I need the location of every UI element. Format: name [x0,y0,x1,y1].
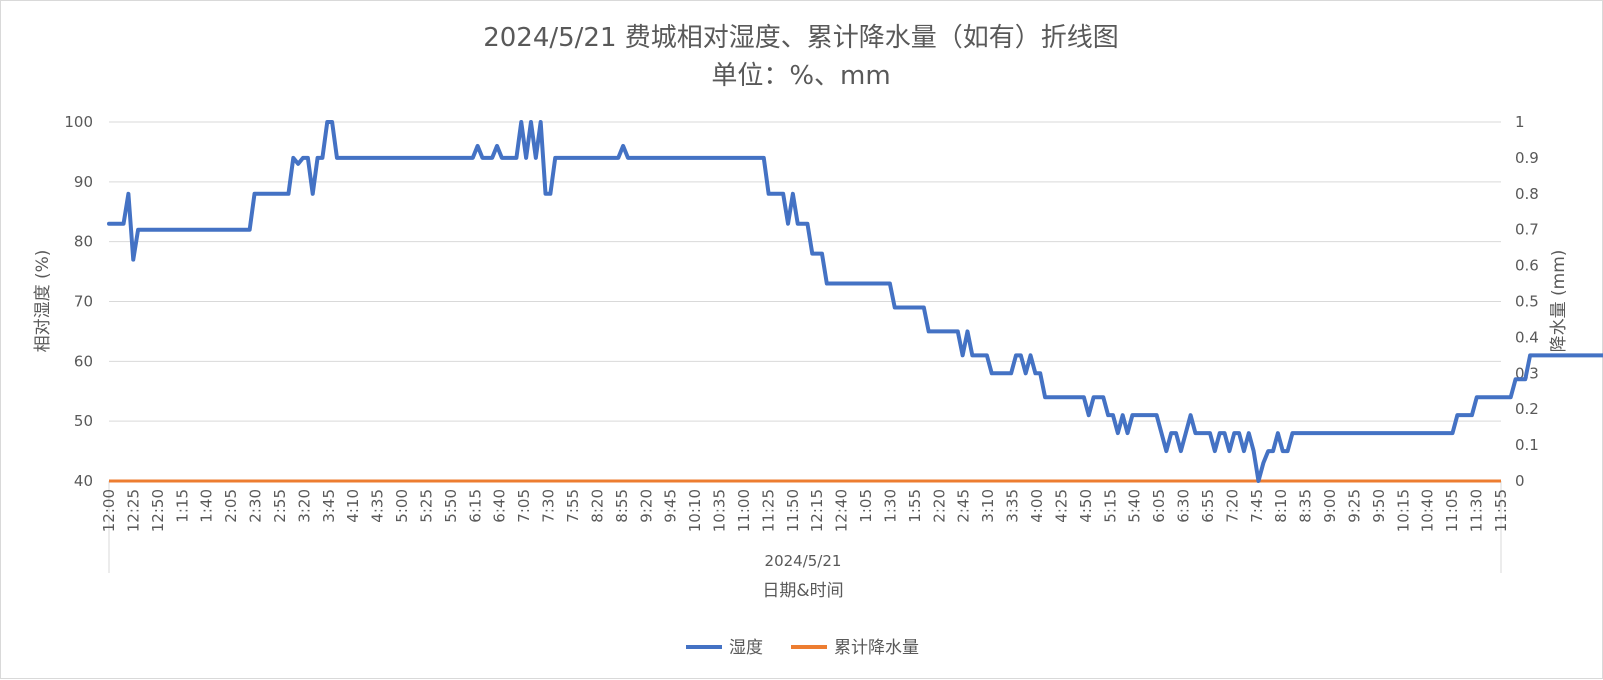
x-tick-label: 12:40 [833,489,851,532]
x-tick-label: 11:55 [1492,489,1510,532]
x-tick-label: 11:25 [759,489,777,532]
y-tick-label: 80 [74,233,93,251]
x-tick-label: 4:00 [1028,489,1046,523]
y-axis-title: 相对湿度 (%) [33,250,53,353]
y2-tick-label: 0.6 [1515,257,1539,275]
x-tick-label: 2:05 [222,489,240,523]
x-tick-label: 4:50 [1077,489,1095,523]
x-tick-label: 6:40 [491,489,509,523]
x-tick-label: 9:20 [637,489,655,523]
x-tick-label: 3:45 [320,489,338,523]
x-tick-label: 8:10 [1272,489,1290,523]
y2-tick-label: 0.5 [1515,293,1539,311]
x-tick-label: 5:15 [1101,489,1119,523]
x-tick-label: 1:55 [906,489,924,523]
legend-label-humidity: 湿度 [729,638,763,658]
legend-label-precipitation: 累计降水量 [834,638,919,658]
x-tick-label: 6:55 [1199,489,1217,523]
x-tick-label: 2:45 [955,489,973,523]
x-tick-label: 11:00 [735,489,753,532]
x-tick-label: 1:05 [857,489,875,523]
x-tick-label: 12:25 [124,489,142,532]
y-axis-right: 00.10.20.30.40.50.60.70.80.91 [1515,113,1539,490]
x-axis-group-label: 2024/5/21 [765,552,842,570]
x-tick-label: 8:55 [613,489,631,523]
y2-tick-label: 0.2 [1515,400,1539,418]
y2-tick-label: 0.7 [1515,221,1539,239]
x-tick-label: 9:00 [1321,489,1339,523]
x-tick-label: 2:20 [930,489,948,523]
x-tick-label: 3:20 [295,489,313,523]
y-tick-label: 100 [64,113,93,131]
x-tick-label: 7:55 [564,489,582,523]
x-tick-label: 2:30 [247,489,265,523]
y2-tick-label: 0.8 [1515,185,1539,203]
x-tick-label: 8:20 [588,489,606,523]
x-tick-label: 7:45 [1248,489,1266,523]
gridlines [109,122,1501,573]
x-tick-label: 3:10 [979,489,997,523]
x-tick-label: 1:30 [881,489,899,523]
x-tick-label: 9:50 [1370,489,1388,523]
y-tick-label: 70 [74,293,93,311]
x-tick-label: 11:50 [784,489,802,532]
x-tick-label: 6:30 [1175,489,1193,523]
x-tick-label: 5:00 [393,489,411,523]
x-tick-label: 8:35 [1297,489,1315,523]
y-tick-label: 60 [74,352,93,370]
x-tick-label: 12:15 [808,489,826,532]
x-axis-title: 日期&时间 [762,581,843,601]
y2-tick-label: 1 [1515,113,1525,131]
legend: 湿度 累计降水量 [686,638,919,658]
x-tick-label: 4:10 [344,489,362,523]
y-tick-label: 40 [74,472,93,490]
x-tick-label: 2:55 [271,489,289,523]
x-tick-label: 7:30 [540,489,558,523]
x-tick-label: 5:40 [1126,489,1144,523]
x-tick-label: 10:35 [711,489,729,532]
chart-title: 2024/5/21 费城相对湿度、累计降水量（如有）折线图 [483,23,1119,53]
x-tick-label: 6:05 [1150,489,1168,523]
x-tick-label: 4:25 [1052,489,1070,523]
y-axis-left: 40 50 60 70 80 90 100 [64,113,93,490]
x-tick-label: 3:35 [1004,489,1022,523]
chart-subtitle: 单位：%、mm [711,61,890,91]
x-tick-label: 1:15 [173,489,191,523]
x-tick-label: 12:00 [100,489,118,532]
x-tick-label: 7:20 [1223,489,1241,523]
x-tick-label: 5:25 [417,489,435,523]
x-tick-label: 10:15 [1394,489,1412,532]
y-tick-label: 90 [74,173,93,191]
y2-tick-label: 0 [1515,472,1525,490]
x-tick-label: 1:40 [198,489,216,523]
x-tick-label: 11:05 [1443,489,1461,532]
x-tick-label: 9:25 [1345,489,1363,523]
x-tick-label: 6:15 [466,489,484,523]
y2-tick-label: 0.9 [1515,149,1539,167]
x-tick-label: 12:50 [149,489,167,532]
x-tick-label: 9:45 [662,489,680,523]
y-tick-label: 50 [74,412,93,430]
y2-tick-label: 0.4 [1515,328,1539,346]
x-tick-label: 10:40 [1419,489,1437,532]
x-axis: 12:00 12:25 12:50 1:15 1:40 2:05 2:30 2:55 3:20 3… [100,489,1510,532]
x-tick-label: 11:30 [1468,489,1486,532]
x-tick-label: 4:35 [369,489,387,523]
x-tick-label: 7:05 [515,489,533,523]
y2-tick-label: 0.1 [1515,436,1539,454]
x-tick-label: 10:10 [686,489,704,532]
y2-axis-title: 降水量 (mm) [1549,250,1569,353]
x-tick-label: 5:50 [442,489,460,523]
